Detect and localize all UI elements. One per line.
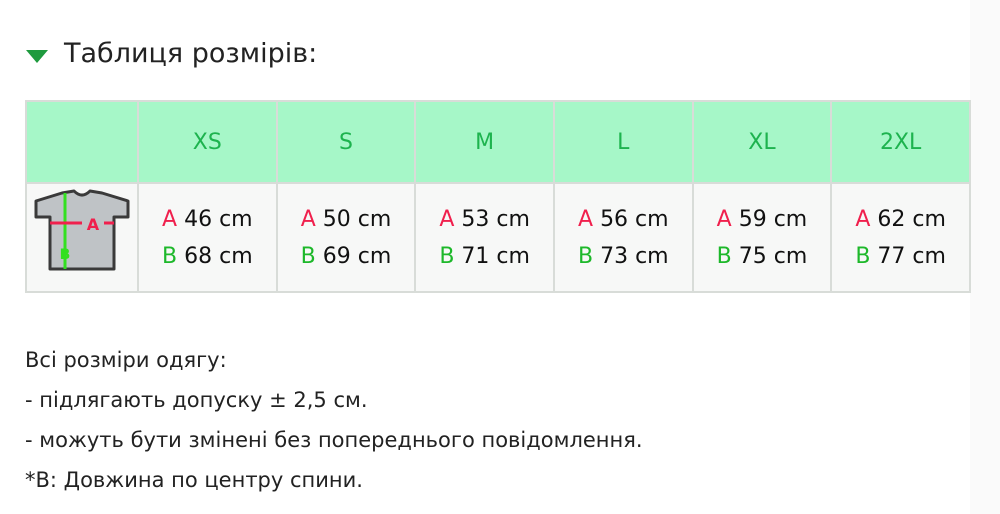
size-xl: XL [691,100,833,184]
chest-width: A 53 cm [417,201,552,238]
b-label: B [577,243,594,269]
body-length: B 71 cm [417,238,552,275]
body-length: B 77 cm [833,238,968,275]
measurement-cell: A 53 cm B 71 cm [414,182,555,293]
a-value: 50 cm [322,206,392,232]
a-value: 62 cm [877,206,946,232]
chest-width: A 56 cm [556,201,691,238]
a-label: A [300,206,316,232]
b-value: 68 cm [184,243,253,269]
note-line: Всі розміри одягу: [25,348,227,372]
body-length: B 75 cm [695,238,830,275]
size-l: L [552,100,694,184]
a-label: A [439,206,455,232]
size-2xl: 2XL [830,100,971,184]
measurement-row: A B A 46 cm B 68 cm A 50 cm B 69 cm A 53 cm B… [25,182,971,293]
tshirt-icon: A B [34,189,130,270]
body-length: B 68 cm [140,238,275,275]
size-s: S [275,100,417,184]
b-label: B [716,243,732,269]
chest-width: A 46 cm [140,201,275,238]
body-length: B 69 cm [279,238,414,275]
b-value: 69 cm [322,243,392,269]
a-label: A [716,206,732,232]
size-xs: XS [137,100,278,184]
header-empty [25,100,139,184]
chest-width: A 62 cm [833,201,968,238]
measurement-cell: A 50 cm B 69 cm [275,182,417,293]
b-label: B [439,243,455,269]
measurement-cell: A 46 cm B 68 cm [137,182,278,293]
a-value: 56 cm [600,206,669,232]
a-label: A [578,206,594,232]
chest-width: A 50 cm [279,201,414,238]
b-value: 77 cm [877,243,946,269]
b-marker: B [60,247,71,263]
a-marker: A [87,215,100,234]
section-title: Таблиця розмірів: [64,38,318,69]
note-line: *В: Довжина по центру спини. [25,468,363,492]
note-line: - можуть бути змінені без попереднього п… [25,428,643,452]
a-value: 46 cm [184,206,253,232]
b-label: B [162,243,178,269]
b-label: B [300,243,316,269]
measurement-cell: A 62 cm B 77 cm [830,182,971,293]
right-margin [970,0,1000,514]
a-label: A [855,206,871,232]
measurement-cell: A 59 cm B 75 cm [691,182,833,293]
size-header-row: XS S M L XL 2XL [25,100,971,184]
a-label: A [162,206,178,232]
body-length: B 73 cm [556,238,691,275]
b-value: 73 cm [600,243,669,269]
chest-width: A 59 cm [695,201,830,238]
size-table-toggle[interactable]: Таблиця розмірів: [26,38,317,69]
b-value: 71 cm [461,243,530,269]
note-line: - підлягають допуску ± 2,5 см. [25,388,368,412]
measurement-cell: A 56 cm B 73 cm [552,182,694,293]
a-value: 53 cm [461,206,530,232]
size-notes: Всі розміри одягу: - підлягають допуску … [25,340,643,500]
size-m: M [414,100,555,184]
b-value: 75 cm [738,243,808,269]
triangle-down-icon [26,50,48,63]
tshirt-diagram: A B [25,182,139,293]
size-table: XS S M L XL 2XL A B A 46 cm B 68 cm A 50 c… [25,100,971,293]
b-label: B [855,243,871,269]
a-value: 59 cm [738,206,808,232]
